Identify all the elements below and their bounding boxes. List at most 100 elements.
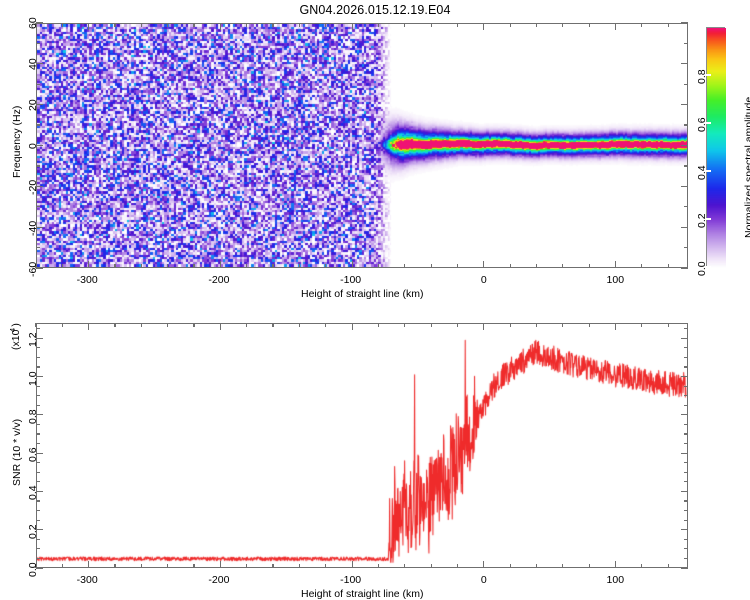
axis-tick bbox=[430, 323, 432, 327]
axis-tick bbox=[684, 328, 688, 330]
axis-tick bbox=[325, 564, 327, 568]
axis-tick bbox=[325, 264, 327, 268]
axis-tick bbox=[509, 564, 511, 568]
axis-tick-label: 100 bbox=[606, 274, 625, 286]
colorbar-tick-label: 0.4 bbox=[696, 165, 708, 180]
snr-yaxis-label: SNR (10 * v/v) bbox=[11, 418, 23, 486]
snr-plot-area bbox=[36, 323, 688, 568]
snr-panel: -300 -200 -100 0 100 0.0 0.2 0.4 0.6 0.8 1.0 1.2 He… bbox=[0, 300, 750, 600]
axis-tick bbox=[684, 347, 688, 349]
axis-tick bbox=[193, 23, 195, 27]
axis-tick bbox=[483, 261, 485, 268]
axis-tick bbox=[36, 337, 43, 339]
axis-tick bbox=[114, 23, 116, 27]
axis-tick bbox=[36, 246, 40, 249]
axis-tick bbox=[684, 557, 688, 560]
axis-tick bbox=[88, 323, 90, 330]
axis-tick bbox=[114, 564, 116, 568]
axis-tick bbox=[404, 323, 406, 327]
axis-tick bbox=[684, 462, 688, 464]
axis-tick bbox=[681, 490, 688, 493]
axis-tick bbox=[684, 395, 688, 397]
axis-tick bbox=[140, 323, 142, 327]
snr-curve bbox=[37, 324, 687, 567]
axis-tick bbox=[681, 375, 688, 378]
axis-tick bbox=[430, 23, 432, 27]
axis-tick-label: -60 bbox=[27, 261, 39, 277]
axis-tick-label: -200 bbox=[208, 574, 230, 586]
colorbar-tick-label: 0.2 bbox=[696, 213, 708, 228]
axis-tick bbox=[36, 356, 40, 359]
axis-tick bbox=[36, 144, 43, 147]
axis-tick bbox=[681, 452, 688, 454]
axis-tick bbox=[36, 83, 40, 85]
axis-tick bbox=[456, 564, 459, 568]
axis-tick bbox=[641, 564, 643, 568]
axis-tick bbox=[509, 323, 511, 327]
axis-tick bbox=[272, 323, 274, 327]
axis-tick bbox=[36, 490, 43, 493]
colorbar-tick bbox=[706, 122, 711, 124]
colorbar-tick bbox=[706, 74, 711, 76]
axis-tick bbox=[167, 323, 169, 327]
axis-tick bbox=[36, 328, 40, 330]
axis-tick bbox=[351, 23, 353, 30]
colorbar-tick bbox=[706, 218, 711, 220]
axis-tick bbox=[36, 63, 43, 65]
axis-tick bbox=[61, 564, 63, 568]
axis-tick bbox=[684, 442, 688, 445]
axis-tick bbox=[681, 529, 688, 531]
axis-tick bbox=[246, 564, 248, 568]
axis-tick bbox=[219, 561, 221, 568]
axis-tick bbox=[193, 323, 195, 327]
axis-tick bbox=[684, 519, 688, 521]
axis-tick bbox=[404, 264, 406, 268]
axis-tick bbox=[36, 567, 43, 569]
colorbar-tick bbox=[706, 266, 711, 268]
axis-tick bbox=[61, 23, 63, 27]
axis-tick bbox=[36, 375, 43, 378]
axis-tick bbox=[684, 356, 688, 359]
axis-tick bbox=[430, 564, 432, 568]
spectrogram-panel: -300 -200 -100 0 100 -60 -40 -20 0 20 40 60 Height … bbox=[11, 17, 750, 300]
axis-tick bbox=[246, 323, 248, 327]
axis-tick bbox=[36, 423, 40, 426]
snr-yaxis-exponent: (x10 )4 bbox=[8, 319, 22, 350]
axis-tick bbox=[35, 323, 37, 327]
axis-tick bbox=[681, 144, 688, 147]
axis-tick-label: -300 bbox=[76, 574, 98, 586]
axis-tick bbox=[36, 452, 43, 454]
axis-tick bbox=[667, 23, 669, 27]
axis-tick bbox=[36, 462, 40, 464]
axis-tick bbox=[614, 261, 617, 268]
axis-tick bbox=[681, 567, 688, 569]
axis-tick bbox=[483, 561, 485, 568]
axis-tick bbox=[684, 165, 688, 167]
axis-tick bbox=[684, 538, 688, 540]
axis-tick bbox=[588, 23, 590, 27]
axis-tick bbox=[36, 395, 40, 397]
axis-tick bbox=[684, 385, 688, 387]
axis-tick bbox=[36, 442, 40, 445]
axis-tick bbox=[298, 264, 301, 268]
axis-tick bbox=[667, 564, 669, 568]
axis-tick bbox=[193, 264, 195, 268]
axis-tick bbox=[36, 519, 40, 521]
axis-tick bbox=[456, 23, 459, 27]
axis-tick bbox=[681, 185, 688, 187]
axis-tick bbox=[140, 564, 142, 568]
axis-tick bbox=[684, 509, 688, 512]
spectrogram-yaxis-label: Frequency (Hz) bbox=[11, 105, 23, 178]
axis-tick bbox=[483, 23, 485, 30]
colorbar-tick bbox=[706, 170, 711, 172]
figure-title: GN04.2026.015.12.19.E04 bbox=[299, 3, 451, 17]
axis-tick bbox=[36, 267, 43, 269]
axis-tick bbox=[36, 557, 40, 560]
axis-tick bbox=[456, 264, 459, 268]
axis-tick bbox=[562, 23, 564, 27]
axis-tick bbox=[641, 323, 643, 327]
axis-tick bbox=[681, 414, 688, 416]
axis-tick bbox=[36, 529, 43, 531]
axis-tick bbox=[36, 366, 40, 368]
spectrogram-plot-area bbox=[36, 23, 688, 268]
